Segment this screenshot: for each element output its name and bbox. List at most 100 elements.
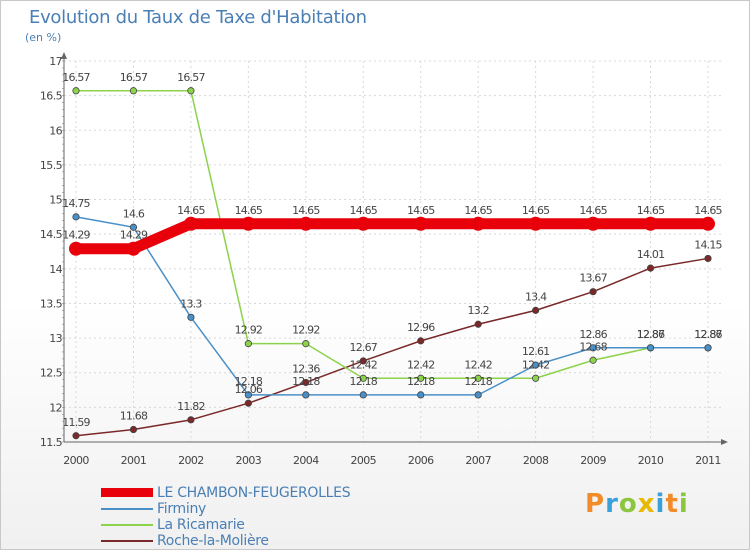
data-label: 13.2 xyxy=(468,304,489,317)
data-label: 14.65 xyxy=(350,204,378,217)
data-point xyxy=(417,337,425,345)
data-label: 12.96 xyxy=(407,321,435,334)
y-tick-label: 17 xyxy=(49,55,62,68)
y-axis-arrow xyxy=(61,52,67,59)
data-point xyxy=(183,216,198,231)
logo-letter: i xyxy=(655,489,666,519)
y-tick-label: 14 xyxy=(49,263,62,276)
data-point xyxy=(244,399,252,407)
data-label: 12.18 xyxy=(407,375,435,388)
data-point xyxy=(359,357,367,365)
x-tick-label: 2011 xyxy=(695,454,721,467)
data-label: 12.18 xyxy=(235,375,263,388)
data-point xyxy=(474,374,482,382)
data-label: 13.4 xyxy=(525,290,547,303)
data-label: 12.61 xyxy=(522,345,550,358)
data-label: 14.6 xyxy=(123,207,145,220)
data-label: 14.65 xyxy=(579,204,607,217)
data-label: 12.42 xyxy=(464,358,492,371)
data-label: 12.92 xyxy=(235,324,263,337)
legend-label-firminy: Firminy xyxy=(157,501,207,517)
data-point xyxy=(356,216,371,231)
proxiti-logo: Proxiti xyxy=(585,489,689,519)
data-label: 13.3 xyxy=(180,297,202,310)
data-point xyxy=(302,378,310,387)
data-label: 12.87 xyxy=(694,328,722,341)
x-tick-label: 2001 xyxy=(121,454,147,467)
data-point xyxy=(72,87,80,95)
data-label: 14.75 xyxy=(62,197,90,210)
data-label: 11.59 xyxy=(62,416,90,429)
data-point xyxy=(589,356,597,364)
data-label: 12.68 xyxy=(579,340,607,353)
x-tick-label: 2004 xyxy=(293,454,319,467)
data-point xyxy=(126,241,141,256)
legend-swatch-firminy xyxy=(101,508,153,510)
data-point xyxy=(704,254,712,263)
data-point xyxy=(129,425,138,434)
legend-item-roche-la-moliere: Roche-la-Molière xyxy=(101,533,501,549)
data-point xyxy=(532,361,540,369)
data-point xyxy=(532,374,540,382)
data-point xyxy=(298,216,313,231)
data-label: 12.18 xyxy=(464,375,492,388)
data-point xyxy=(704,344,712,352)
data-label: 12.42 xyxy=(522,358,550,371)
legend-swatch-roche-la-moliere xyxy=(101,540,153,542)
data-point xyxy=(241,216,256,231)
data-label: 12.36 xyxy=(292,362,320,375)
data-point xyxy=(129,87,138,95)
y-tick-label: 16.5 xyxy=(40,90,63,103)
data-label: 12.87 xyxy=(637,328,665,341)
data-point xyxy=(72,213,80,221)
data-point xyxy=(302,391,310,399)
legend-label-la-ricamarie: La Ricamarie xyxy=(157,517,245,533)
legend-label-roche-la-moliere: Roche-la-Molière xyxy=(157,533,269,549)
legend-item-firminy: Firminy xyxy=(101,501,501,517)
data-point xyxy=(187,87,195,95)
data-point xyxy=(417,391,425,399)
data-label: 12.86 xyxy=(637,328,665,341)
data-label: 14.65 xyxy=(464,204,492,217)
data-label: 14.65 xyxy=(637,204,665,217)
y-tick-label: 11.5 xyxy=(40,436,63,449)
data-label: 14.15 xyxy=(694,238,722,251)
logo-letter: x xyxy=(637,489,656,519)
x-tick-label: 2007 xyxy=(465,454,491,467)
data-label: 16.57 xyxy=(177,71,205,84)
data-label: 12.92 xyxy=(292,324,320,337)
logo-letter: o xyxy=(618,489,638,519)
data-point xyxy=(532,306,540,314)
data-point xyxy=(187,416,195,424)
data-point xyxy=(244,391,252,399)
y-tick-label: 14.5 xyxy=(40,228,63,241)
data-label: 14.01 xyxy=(637,248,665,261)
x-tick-label: 2010 xyxy=(638,454,664,467)
data-point xyxy=(701,216,715,231)
logo-letter: P xyxy=(585,489,606,519)
legend-label-le-chambon-feugerolles: LE CHAMBON-FEUGEROLLES xyxy=(157,485,351,501)
data-label: 14.65 xyxy=(694,204,722,217)
x-tick-label: 2000 xyxy=(63,454,89,467)
data-label: 12.86 xyxy=(579,328,607,341)
y-tick-label: 15 xyxy=(49,194,62,207)
y-tick-label: 12 xyxy=(49,401,62,414)
data-label: 14.65 xyxy=(292,204,320,217)
x-tick-label: 2005 xyxy=(350,454,376,467)
chart-legend: LE CHAMBON-FEUGEROLLES Firminy La Ricama… xyxy=(101,485,501,549)
data-point xyxy=(586,216,601,231)
series-line xyxy=(70,218,714,255)
data-point xyxy=(302,340,310,348)
data-label: 12.18 xyxy=(292,375,320,388)
y-tick-label: 12.5 xyxy=(40,367,63,380)
y-tick-label: 16 xyxy=(49,124,62,137)
data-point xyxy=(646,344,655,352)
data-label: 12.42 xyxy=(407,358,435,371)
series-line xyxy=(75,90,709,380)
logo-letter: t xyxy=(665,489,679,519)
x-tick-label: 2008 xyxy=(523,454,549,467)
x-tick-label: 2002 xyxy=(178,454,204,467)
data-label: 14.65 xyxy=(522,204,550,217)
